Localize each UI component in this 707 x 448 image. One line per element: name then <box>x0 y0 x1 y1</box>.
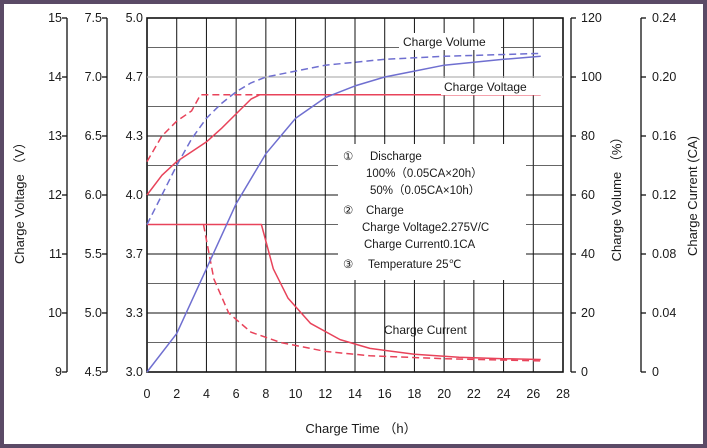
series-current-100 <box>147 223 541 361</box>
current-axis-tick-label: 0.24 <box>652 11 676 25</box>
volume-axis-tick-label: 40 <box>581 247 595 261</box>
x-axis-tick-label: 0 <box>144 387 151 401</box>
x-axis-tick-label: 16 <box>378 387 392 401</box>
x-axis-tick-label: 28 <box>556 387 570 401</box>
voltage-12v-axis-tick-label: 14 <box>48 70 62 84</box>
voltage-12v-axis-tick-label: 9 <box>55 365 62 379</box>
charge-volume-label: Charge Volume <box>403 35 486 49</box>
voltage-6v-axis-tick-label: 7.0 <box>85 70 102 84</box>
conditions-legend: ① Discharge 100%（0.05CA×20h） 50%（0.05CA×… <box>343 151 489 271</box>
voltage-12v-axis-tick-label: 13 <box>48 129 62 143</box>
voltage-cell-axis-tick-label: 3.7 <box>126 247 143 261</box>
voltage-12v-axis-tick-label: 12 <box>48 188 62 202</box>
discharge-condition-50: 50%（0.05CA×10h） <box>370 184 480 197</box>
charge-voltage-label-box <box>441 78 541 95</box>
charge-marker: ② <box>343 205 353 217</box>
conditions-legend-box <box>338 144 526 280</box>
voltage-6v-axis-tick-label: 6.5 <box>85 129 102 143</box>
charge-current-axis-title: Charge Current (CA) <box>685 136 700 256</box>
x-axis-tick-label: 2 <box>173 387 180 401</box>
volume-axis-tick-label: 100 <box>581 70 602 84</box>
current-axis-tick-label: 0.12 <box>652 188 676 202</box>
x-axis-title: Charge Time （h） <box>305 421 416 436</box>
series-lines <box>146 52 541 373</box>
series-voltage-50 <box>146 93 541 162</box>
volume-axis-tick-label: 120 <box>581 11 602 25</box>
axes <box>62 17 646 373</box>
charge-voltage-label: Charge Voltage <box>444 80 527 94</box>
temperature-condition: Temperature 25℃ <box>368 259 462 271</box>
volume-axis-tick-label: 0 <box>581 365 588 379</box>
voltage-cell-axis-tick-label: 3.3 <box>126 306 143 320</box>
x-axis-tick-label: 18 <box>407 387 421 401</box>
x-axis-tick-label: 22 <box>467 387 481 401</box>
voltage-cell-axis-tick-label: 3.0 <box>126 365 143 379</box>
voltage-6v-axis-tick-label: 5.5 <box>85 247 102 261</box>
charge-voltage-condition: Charge Voltage2.275V/C <box>362 222 489 234</box>
current-axis-tick-label: 0.20 <box>652 70 676 84</box>
voltage-12v-axis-tick-label: 15 <box>48 11 62 25</box>
discharge-marker: ① <box>343 151 353 163</box>
x-axis-tick-label: 20 <box>437 387 451 401</box>
x-axis-tick-label: 10 <box>289 387 303 401</box>
voltage-6v-axis-tick-label: 5.0 <box>85 306 102 320</box>
series-voltage-100 <box>146 93 541 196</box>
x-axis-tick-label: 12 <box>318 387 332 401</box>
x-axis-tick-label: 14 <box>348 387 362 401</box>
volume-axis-tick-label: 80 <box>581 129 595 143</box>
charge-volume-label-box <box>399 33 501 50</box>
voltage-cell-axis-tick-label: 4.3 <box>126 129 143 143</box>
series-volume-100 <box>146 55 541 373</box>
discharge-condition-100: 100%（0.05CA×20h） <box>366 167 483 180</box>
current-axis-tick-label: 0 <box>652 365 659 379</box>
x-axis-tick-label: 8 <box>262 387 269 401</box>
voltage-12v-axis-tick-label: 10 <box>48 306 62 320</box>
voltage-6v-axis-tick-label: 4.5 <box>85 365 102 379</box>
temperature-marker: ③ <box>343 259 353 271</box>
charge-current-condition: Charge Current0.1CA <box>364 239 476 251</box>
voltage-cell-axis-tick-label: 4.7 <box>126 70 143 84</box>
charge-volume-axis-title: Charge Volume （%） <box>609 131 624 262</box>
voltage-6v-axis-tick-label: 7.5 <box>85 11 102 25</box>
charge-title: Charge <box>366 205 404 217</box>
voltage-cell-axis-tick-label: 4.0 <box>126 188 143 202</box>
voltage-cell-axis-tick-label: 5.0 <box>126 11 143 25</box>
volume-axis-tick-label: 20 <box>581 306 595 320</box>
series-volume-50 <box>146 52 541 225</box>
x-axis-tick-label: 4 <box>203 387 210 401</box>
charge-current-label: Charge Current <box>384 323 467 337</box>
tick-labels: 9 10 11 12 13 14 15 4.5 5.0 5.5 6.0 6.5 7.0 7.5 3.0 3.3… <box>48 11 676 401</box>
current-axis-tick-label: 0.04 <box>652 306 676 320</box>
voltage-6v-axis-tick-label: 6.0 <box>85 188 102 202</box>
current-axis-tick-label: 0.08 <box>652 247 676 261</box>
x-axis-tick-label: 24 <box>497 387 511 401</box>
charge-voltage-axis-title: Charge Voltage （V） <box>12 136 27 264</box>
current-axis-tick-label: 0.16 <box>652 129 676 143</box>
voltage-12v-axis-tick-label: 11 <box>49 247 62 261</box>
series-current-50 <box>202 224 541 362</box>
x-axis-tick-label: 6 <box>233 387 240 401</box>
discharge-title: Discharge <box>370 151 422 163</box>
x-axis-tick-label: 26 <box>526 387 540 401</box>
volume-axis-tick-label: 60 <box>581 188 595 202</box>
